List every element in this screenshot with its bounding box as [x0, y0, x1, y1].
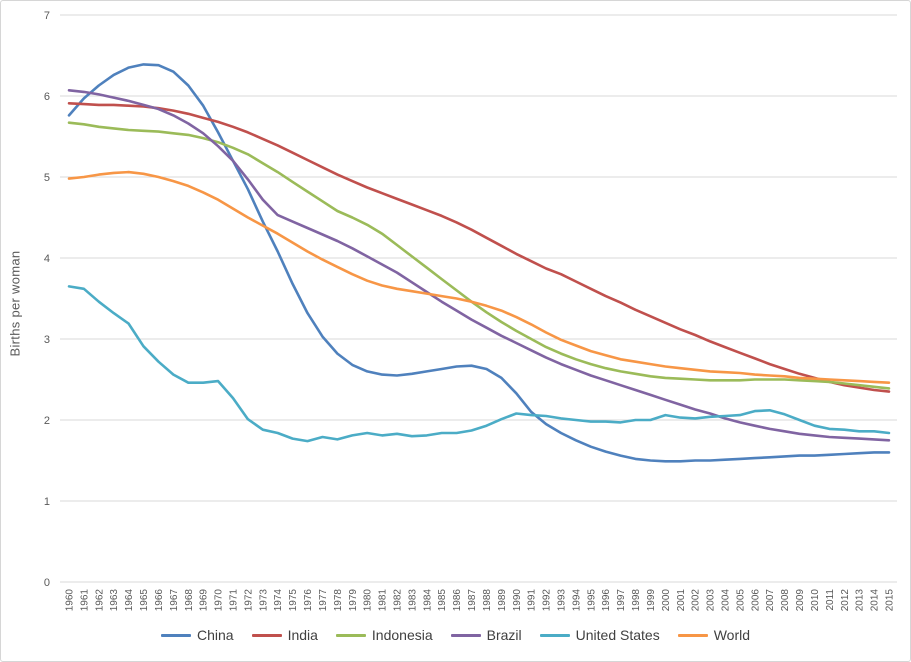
x-tick-label-1976: 1976: [303, 589, 314, 612]
x-tick-label-1977: 1977: [318, 589, 329, 612]
x-tick-label-1999: 1999: [646, 589, 657, 612]
x-tick-label-1988: 1988: [482, 589, 493, 612]
x-tick-label-1989: 1989: [497, 589, 508, 612]
x-tick-label-1966: 1966: [154, 589, 165, 612]
x-tick-label-2012: 2012: [840, 589, 851, 612]
legend-item-world: World: [677, 627, 751, 643]
y-tick-label-7: 7: [44, 10, 50, 22]
x-tick-label-1970: 1970: [214, 589, 225, 612]
legend-label-china: China: [196, 627, 234, 643]
legend-label-world: World: [713, 627, 751, 643]
y-axis-title: Births per woman: [7, 250, 23, 357]
x-tick-label-1979: 1979: [348, 589, 359, 612]
x-tick-label-1969: 1969: [199, 589, 210, 612]
x-tick-label-1972: 1972: [243, 589, 254, 612]
y-tick-label-5: 5: [44, 172, 50, 184]
y-tick-label-6: 6: [44, 91, 50, 103]
x-tick-label-1985: 1985: [437, 589, 448, 612]
x-tick-label-1973: 1973: [258, 589, 269, 612]
x-tick-label-1987: 1987: [467, 589, 478, 612]
x-tick-label-2002: 2002: [691, 589, 702, 612]
x-tick-label-2004: 2004: [721, 589, 732, 612]
series-line-indonesia: [67, 121, 891, 390]
legend-item-united-states: United States: [539, 627, 660, 643]
legend-item-indonesia: Indonesia: [335, 627, 433, 643]
x-tick-label-1991: 1991: [527, 589, 538, 612]
x-tick-label-2007: 2007: [765, 589, 776, 612]
x-tick-label-1998: 1998: [631, 589, 642, 612]
y-tick-label-2: 2: [44, 415, 50, 427]
legend-label-india: India: [287, 627, 318, 643]
x-tick-label-2013: 2013: [855, 589, 866, 612]
x-tick-label-1997: 1997: [616, 589, 627, 612]
x-tick-label-2009: 2009: [795, 589, 806, 612]
x-tick-label-1996: 1996: [601, 589, 612, 612]
x-tick-label-2014: 2014: [870, 589, 881, 612]
legend-label-brazil: Brazil: [486, 627, 522, 643]
x-tick-label-2008: 2008: [780, 589, 791, 612]
x-tick-label-2010: 2010: [810, 589, 821, 612]
x-tick-label-1963: 1963: [109, 589, 120, 612]
x-tick-label-1995: 1995: [586, 589, 597, 612]
x-tick-label-1993: 1993: [557, 589, 568, 612]
x-tick-label-2000: 2000: [661, 589, 672, 612]
x-tick-label-1981: 1981: [378, 589, 389, 612]
x-tick-label-1984: 1984: [422, 589, 433, 612]
x-tick-label-1974: 1974: [273, 589, 284, 612]
x-tick-label-1980: 1980: [363, 589, 374, 612]
legend-label-indonesia: Indonesia: [371, 627, 433, 643]
legend-swatch-united-states: [539, 633, 570, 637]
x-tick-label-1965: 1965: [139, 589, 150, 612]
x-tick-label-1978: 1978: [333, 589, 344, 612]
x-tick-label-2001: 2001: [676, 589, 687, 612]
x-tick-label-1983: 1983: [407, 589, 418, 612]
x-tick-label-1990: 1990: [512, 589, 523, 612]
legend-item-brazil: Brazil: [450, 627, 522, 643]
series-line-india: [67, 102, 891, 393]
x-tick-label-2006: 2006: [750, 589, 761, 612]
legend-swatch-world: [677, 633, 708, 637]
series-line-brazil: [67, 89, 891, 442]
x-tick-label-1964: 1964: [124, 589, 135, 612]
x-tick-label-1975: 1975: [288, 589, 299, 612]
y-tick-label-0: 0: [44, 577, 50, 589]
legend-swatch-india: [251, 633, 282, 637]
x-tick-label-1968: 1968: [184, 589, 195, 612]
x-tick-label-1971: 1971: [229, 589, 240, 612]
legend-item-india: India: [251, 627, 318, 643]
y-tick-label-3: 3: [44, 334, 50, 346]
y-tick-label-4: 4: [44, 253, 50, 265]
x-tick-label-1986: 1986: [452, 589, 463, 612]
legend-swatch-china: [160, 633, 191, 637]
legend-swatch-brazil: [450, 633, 481, 637]
x-tick-label-1994: 1994: [571, 589, 582, 612]
x-tick-label-2015: 2015: [885, 589, 896, 612]
x-tick-label-2005: 2005: [735, 589, 746, 612]
y-tick-label-1: 1: [44, 496, 50, 508]
legend-label-united-states: United States: [575, 627, 660, 643]
legend-item-china: China: [160, 627, 234, 643]
x-tick-label-2011: 2011: [825, 589, 836, 611]
legend: China India Indonesia Brazil United States Wo…: [1, 627, 910, 643]
x-tick-label-1967: 1967: [169, 589, 180, 612]
x-tick-label-1992: 1992: [542, 589, 553, 612]
x-tick-label-1982: 1982: [393, 589, 404, 612]
series-line-world: [67, 170, 891, 385]
legend-swatch-indonesia: [335, 633, 366, 637]
x-tick-label-2003: 2003: [706, 589, 717, 612]
series-line-china: [67, 63, 891, 463]
series-line-united-states: [67, 285, 891, 443]
x-tick-label-1960: 1960: [65, 589, 76, 612]
x-tick-label-1962: 1962: [94, 589, 105, 612]
x-tick-label-1961: 1961: [79, 589, 90, 612]
